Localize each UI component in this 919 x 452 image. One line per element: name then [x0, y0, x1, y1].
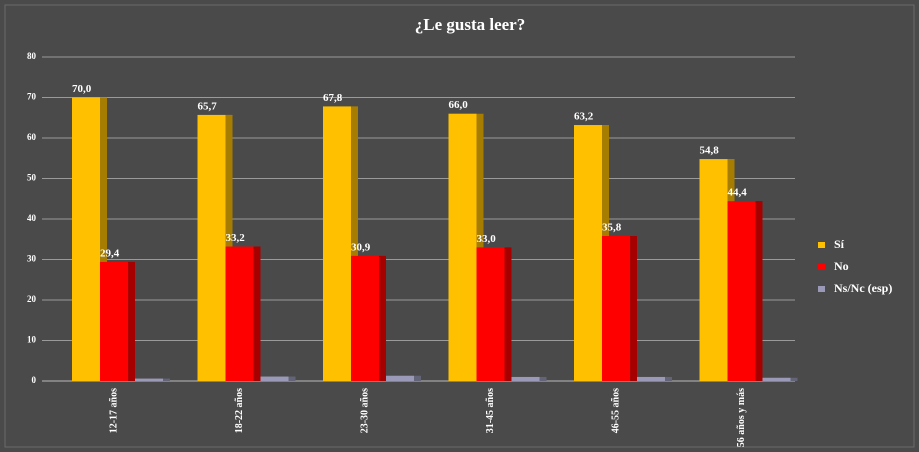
bar — [574, 125, 602, 381]
data-label: 33,0 — [477, 233, 497, 245]
data-label: 35,8 — [602, 222, 622, 234]
bar — [637, 376, 665, 381]
x-tick-label: 12-17 años — [108, 388, 119, 433]
legend-swatch — [818, 286, 825, 292]
x-tick-label: 56 años y más — [736, 388, 747, 447]
y-tick-label: 20 — [27, 294, 37, 304]
bar-side — [253, 246, 261, 381]
data-label: 54,8 — [700, 145, 720, 157]
bar-side — [128, 261, 135, 381]
x-tick-label: 31-45 años — [485, 388, 496, 433]
y-tick-label: 80 — [27, 51, 37, 61]
data-label: 67,8 — [323, 92, 343, 104]
y-tick-label: 70 — [27, 92, 37, 102]
legend-label: No — [834, 259, 849, 273]
bar-side — [414, 375, 421, 381]
bar-side — [504, 247, 512, 381]
bar-side — [665, 376, 672, 381]
data-label: 63,2 — [574, 111, 594, 123]
x-tick-label: 18-22 años — [234, 388, 245, 433]
bar-side — [379, 255, 386, 381]
data-label: 70,0 — [72, 83, 92, 95]
bar-side — [163, 378, 170, 381]
bar — [727, 201, 756, 381]
bar — [351, 255, 379, 381]
bar — [511, 376, 540, 381]
data-label: 44,4 — [728, 187, 748, 199]
legend-swatch — [818, 264, 825, 270]
bar-side — [755, 201, 763, 381]
data-label: 33,2 — [226, 232, 246, 244]
bar — [448, 113, 477, 381]
bar — [762, 377, 791, 381]
y-tick-label: 30 — [27, 254, 37, 264]
legend-swatch — [818, 242, 825, 248]
y-tick-label: 0 — [32, 375, 37, 385]
bar — [100, 261, 128, 381]
bar — [72, 97, 100, 381]
y-tick-label: 50 — [27, 173, 37, 183]
bar — [225, 246, 254, 381]
data-label: 30,9 — [351, 241, 371, 253]
y-tick-label: 40 — [27, 213, 37, 223]
x-tick-label: 46-55 años — [610, 388, 621, 433]
bar — [699, 159, 728, 381]
y-tick-label: 10 — [27, 335, 37, 345]
bar-side — [790, 377, 798, 381]
legend-label: Ns/Nc (esp) — [834, 281, 892, 295]
bar-side — [288, 376, 296, 381]
data-label: 29,4 — [100, 247, 120, 259]
frame — [4, 4, 915, 448]
bar — [135, 378, 163, 381]
bar — [386, 375, 414, 381]
bar-side — [630, 236, 637, 381]
chart-title: ¿Le gusta leer? — [415, 15, 525, 34]
bar — [197, 114, 226, 381]
legend-label: Sí — [834, 237, 845, 251]
y-tick-label: 60 — [27, 132, 37, 142]
bar — [476, 247, 505, 381]
x-tick-label: 23-30 años — [359, 388, 370, 433]
bar-side — [539, 376, 547, 381]
data-label: 66,0 — [449, 99, 469, 111]
bar — [260, 376, 289, 381]
bar — [323, 106, 351, 381]
bar — [602, 236, 630, 381]
data-label: 65,7 — [198, 100, 218, 112]
